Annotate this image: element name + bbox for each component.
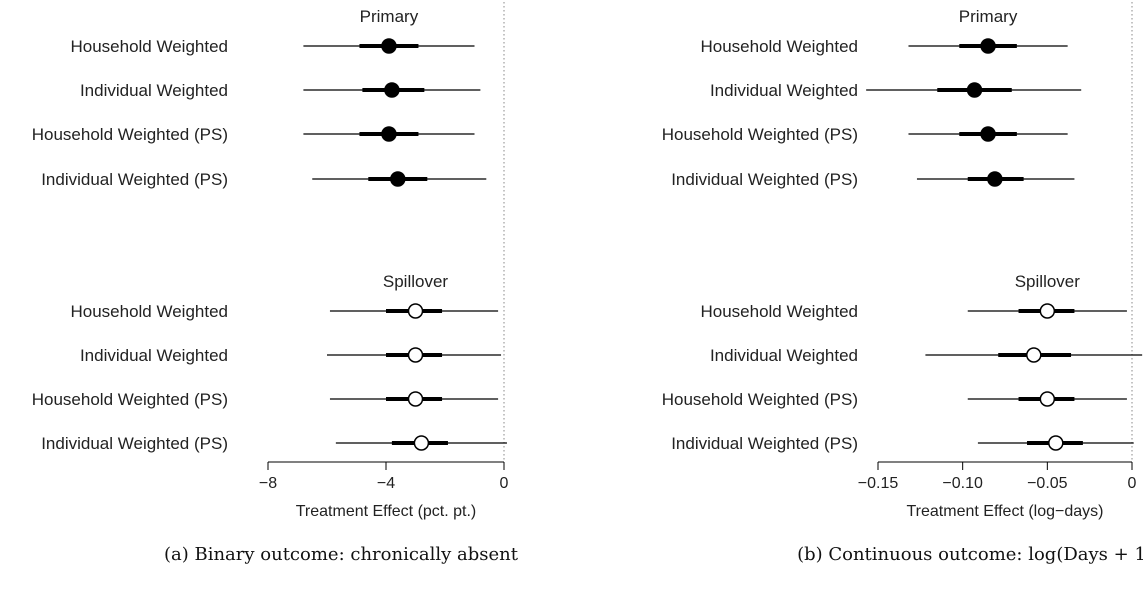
row-label: Individual Weighted (PS) [671, 170, 858, 189]
row-label: Individual Weighted [80, 81, 228, 100]
row-label: Household Weighted (PS) [32, 390, 228, 409]
panel-b: Primary Household Weighted Individual Weig… [662, 2, 1143, 565]
coefficient-row: Household Weighted [70, 302, 499, 321]
x-tick-label: −8 [259, 475, 277, 492]
point-estimate-filled [381, 126, 397, 142]
group-label: Spillover [1015, 272, 1081, 291]
row-label: Individual Weighted [80, 346, 228, 365]
x-tick-label: 0 [1128, 475, 1137, 492]
row-label: Household Weighted [700, 37, 858, 56]
coefficient-row: Individual Weighted (PS) [41, 170, 487, 189]
point-estimate-hollow [1039, 303, 1056, 319]
coefficient-row: Individual Weighted [710, 81, 1082, 100]
coefficient-row: Household Weighted (PS) [32, 390, 499, 409]
coefficient-row: Individual Weighted [710, 346, 1143, 365]
x-tick-label: −0.15 [858, 475, 899, 492]
x-tick-label: −4 [377, 475, 395, 492]
point-estimate-filled [390, 171, 406, 187]
row-label: Household Weighted [70, 302, 228, 321]
coefficient-row: Individual Weighted [80, 81, 481, 100]
point-estimate-filled [966, 82, 983, 98]
group-label: Primary [360, 7, 419, 26]
point-estimate-hollow [1026, 347, 1042, 363]
x-axis-title: Treatment Effect (log−days) [907, 503, 1104, 520]
coefficient-row: Household Weighted (PS) [662, 125, 1068, 144]
group-label: Spillover [383, 272, 449, 291]
coefficient-row: Individual Weighted (PS) [671, 434, 1134, 453]
x-axis-title: Treatment Effect (pct. pt.) [296, 503, 477, 520]
coefficient-row: Individual Weighted (PS) [41, 434, 507, 453]
group-label: Primary [959, 7, 1018, 26]
row-label: Household Weighted (PS) [32, 125, 228, 144]
row-label: Individual Weighted (PS) [41, 170, 228, 189]
point-estimate-hollow [413, 435, 430, 451]
x-axis: −8 −4 0 Treatment Effect (pct. pt.) [259, 461, 509, 520]
coefficient-row: Household Weighted [70, 37, 475, 56]
row-label: Individual Weighted (PS) [671, 434, 858, 453]
x-tick-label: 0 [500, 475, 509, 492]
coefficient-row: Household Weighted [700, 37, 1068, 56]
coefficient-row: Individual Weighted [80, 346, 502, 365]
coefficient-row: Household Weighted [700, 302, 1127, 321]
point-estimate-filled [980, 38, 996, 54]
panel-a: Primary Household Weighted Individual Weig… [32, 2, 519, 565]
point-estimate-hollow [1039, 391, 1056, 407]
row-label: Household Weighted (PS) [662, 390, 858, 409]
row-label: Individual Weighted [710, 346, 858, 365]
row-label: Individual Weighted (PS) [41, 434, 228, 453]
panel-caption: (b) Continuous outcome: log(Days + 1) [797, 544, 1143, 565]
point-estimate-hollow [407, 303, 424, 319]
point-estimate-filled [987, 171, 1003, 187]
row-label: Individual Weighted [710, 81, 858, 100]
x-axis: −0.15 −0.10 −0.05 0 Treatment Effect (log−da… [858, 461, 1137, 520]
x-tick-label: −0.05 [1027, 475, 1068, 492]
row-label: Household Weighted (PS) [662, 125, 858, 144]
coefficient-row: Household Weighted (PS) [662, 390, 1127, 409]
panel-caption: (a) Binary outcome: chronically absent [164, 544, 519, 565]
coefficient-row: Household Weighted (PS) [32, 125, 475, 144]
point-estimate-filled [980, 126, 996, 142]
row-label: Household Weighted [700, 302, 858, 321]
point-estimate-filled [381, 38, 397, 54]
coefficient-row: Individual Weighted (PS) [671, 170, 1075, 189]
x-tick-label: −0.10 [942, 475, 983, 492]
point-estimate-hollow [407, 391, 424, 407]
point-estimate-hollow [1048, 435, 1064, 451]
point-estimate-hollow [407, 347, 424, 363]
point-estimate-filled [384, 82, 400, 98]
row-label: Household Weighted [70, 37, 228, 56]
